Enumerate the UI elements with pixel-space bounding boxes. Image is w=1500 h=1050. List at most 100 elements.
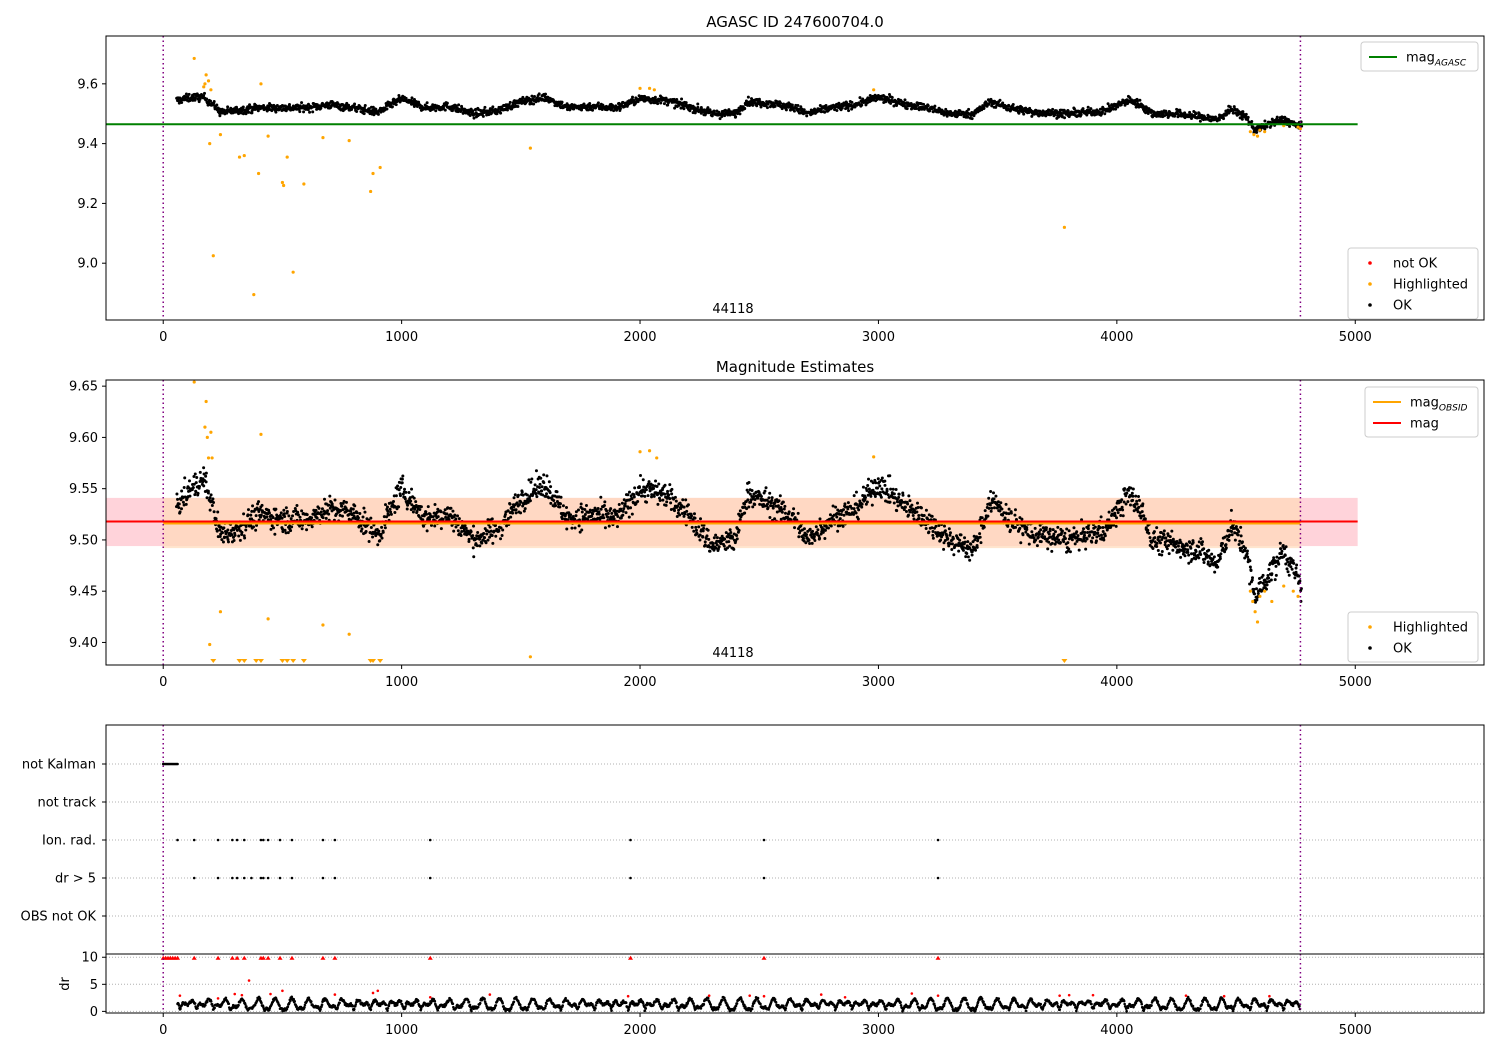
ok-point — [459, 110, 463, 114]
ok-point — [596, 101, 600, 105]
ok-point — [1081, 527, 1085, 531]
ok-point — [710, 114, 714, 118]
ok-point — [540, 489, 544, 493]
ok-point — [386, 509, 390, 513]
ok-point — [516, 493, 520, 497]
ok-point — [260, 503, 264, 507]
ok-point — [974, 548, 978, 552]
ok-point — [712, 536, 716, 540]
ok-point — [1155, 526, 1159, 530]
ok-point — [967, 107, 971, 111]
ok-point — [187, 479, 191, 483]
ok-point — [1134, 494, 1138, 498]
ok-point — [840, 106, 844, 110]
highlighted-point — [192, 56, 196, 61]
ok-point — [777, 499, 781, 503]
ok-point — [883, 483, 887, 487]
ok-point — [856, 517, 860, 521]
ok-point — [311, 110, 315, 114]
ok-point — [1263, 119, 1267, 123]
x-tick-label: 4000 — [1100, 330, 1133, 345]
ok-point — [1158, 535, 1162, 539]
ok-point — [1007, 507, 1011, 511]
ok-point — [867, 487, 871, 491]
ok-point — [195, 475, 199, 479]
highlighted-point — [647, 86, 652, 90]
ok-point — [457, 517, 461, 521]
ok-point — [186, 96, 190, 100]
ok-point — [376, 112, 380, 116]
ok-point — [1231, 111, 1235, 115]
ok-point — [202, 484, 206, 488]
ok-point — [530, 477, 534, 481]
x-tick-label: 0 — [159, 330, 167, 345]
ok-point — [583, 513, 587, 517]
ok-point — [418, 508, 422, 512]
ok-point — [298, 110, 302, 114]
ok-point — [209, 493, 213, 497]
ok-point — [946, 537, 950, 541]
ok-point — [1073, 542, 1077, 546]
ok-point — [308, 110, 312, 114]
ok-point — [211, 497, 215, 501]
ok-point — [328, 494, 332, 498]
ok-point — [763, 489, 767, 493]
ok-point — [378, 539, 382, 543]
ok-point — [1094, 539, 1098, 543]
ok-point — [478, 544, 482, 548]
ok-point — [717, 545, 721, 549]
ok-point — [353, 504, 357, 508]
ok-point — [732, 547, 736, 551]
ok-point — [400, 477, 404, 481]
ok-point — [542, 473, 546, 477]
ok-point — [919, 506, 923, 510]
ok-point — [212, 500, 216, 504]
ok-point — [883, 479, 887, 483]
ok-point — [870, 503, 874, 507]
ok-point — [860, 502, 864, 506]
ok-point — [728, 528, 732, 532]
ok-point — [627, 490, 631, 494]
ok-point — [655, 484, 659, 488]
highlighted-point — [1252, 133, 1256, 137]
ok-point — [284, 506, 288, 510]
ok-point — [667, 493, 671, 497]
ok-point — [256, 109, 260, 113]
highlighted-point — [1258, 128, 1262, 132]
ok-point — [1158, 541, 1162, 545]
ok-point — [720, 115, 724, 119]
ok-point — [547, 480, 551, 484]
ok-point — [442, 106, 446, 110]
ok-point — [638, 474, 642, 478]
ok-point — [747, 480, 751, 484]
ok-point — [197, 93, 201, 97]
ok-point — [439, 527, 443, 531]
ok-point — [861, 485, 865, 489]
ok-point — [471, 546, 475, 550]
ok-point — [519, 511, 523, 515]
ok-point — [439, 510, 443, 514]
ok-point — [251, 504, 255, 508]
ok-point — [601, 103, 605, 107]
ok-point — [782, 507, 786, 511]
ok-point — [1168, 535, 1172, 539]
ok-point — [296, 510, 300, 514]
ok-point — [654, 479, 658, 483]
ok-point — [930, 526, 934, 530]
ok-point — [178, 510, 182, 514]
ok-point — [1167, 552, 1171, 556]
ok-point — [895, 509, 899, 513]
ok-point — [964, 555, 968, 559]
ok-point — [924, 527, 928, 531]
ok-point — [665, 500, 669, 504]
ok-point — [1160, 553, 1164, 557]
ok-point — [657, 482, 661, 486]
ok-point — [1093, 525, 1097, 529]
ok-point — [1000, 507, 1004, 511]
ok-point — [497, 529, 501, 533]
ok-point — [405, 507, 409, 511]
ok-point — [1137, 505, 1141, 509]
x-tick-label: 3000 — [862, 330, 895, 345]
ok-point — [605, 509, 609, 513]
